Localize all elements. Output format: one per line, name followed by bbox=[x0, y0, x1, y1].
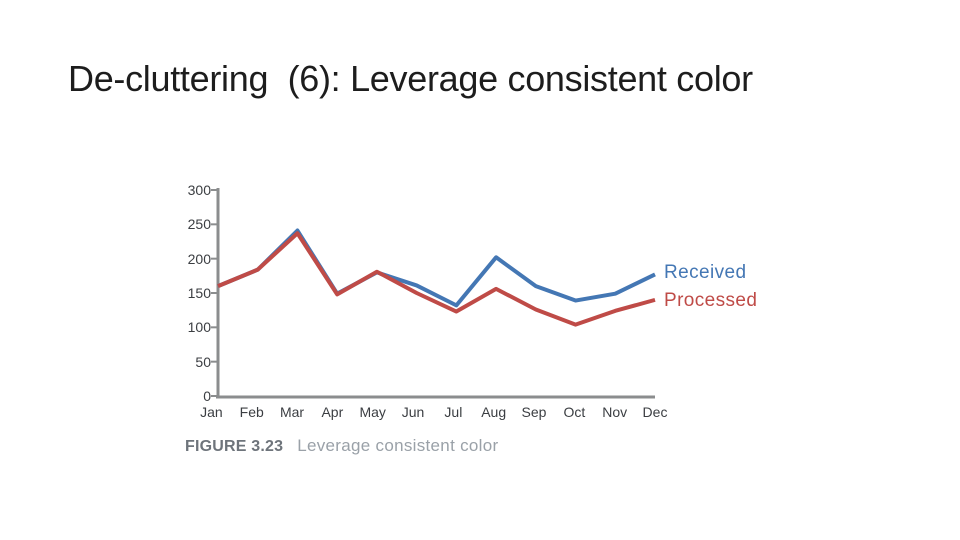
x-axis-tick-label: Nov bbox=[602, 404, 628, 420]
x-axis-tick-label: May bbox=[359, 404, 386, 420]
y-axis-tick-label: 100 bbox=[187, 319, 211, 336]
y-axis-tick-label: 50 bbox=[195, 353, 211, 370]
series-line-processed bbox=[217, 231, 656, 327]
x-axis-tick-label: Jan bbox=[200, 404, 223, 420]
series-label-processed: Processed bbox=[664, 289, 758, 311]
x-axis-tick-label: Oct bbox=[563, 404, 586, 420]
slide-title: De-cluttering (6): Leverage consistent c… bbox=[68, 58, 753, 99]
x-axis-tick-label: Sep bbox=[521, 404, 547, 420]
series-label-received: Received bbox=[664, 262, 747, 284]
x-axis-tick-label: Dec bbox=[642, 404, 668, 420]
x-axis-tick-label: Apr bbox=[321, 404, 344, 420]
series-line-received bbox=[217, 228, 656, 308]
x-axis-tick-label: Feb bbox=[239, 404, 264, 420]
y-axis-tick-label: 200 bbox=[187, 250, 211, 267]
figure-caption-number: FIGURE 3.23 bbox=[185, 438, 284, 455]
y-axis-tick-label: 150 bbox=[187, 285, 211, 301]
figure-caption-text: Leverage consistent color bbox=[297, 436, 499, 455]
x-axis-tick-label: Jul bbox=[444, 404, 463, 420]
y-axis-tick-label: 0 bbox=[203, 388, 211, 404]
figure-caption: FIGURE 3.23 Leverage consistent color bbox=[185, 436, 498, 456]
x-axis-tick-label: Aug bbox=[481, 404, 507, 420]
x-axis-tick-label: Jun bbox=[401, 404, 425, 420]
y-axis-tick-label: 250 bbox=[187, 216, 211, 233]
y-axis-tick-label: 300 bbox=[187, 182, 211, 198]
x-axis-tick-label: Mar bbox=[279, 404, 305, 420]
